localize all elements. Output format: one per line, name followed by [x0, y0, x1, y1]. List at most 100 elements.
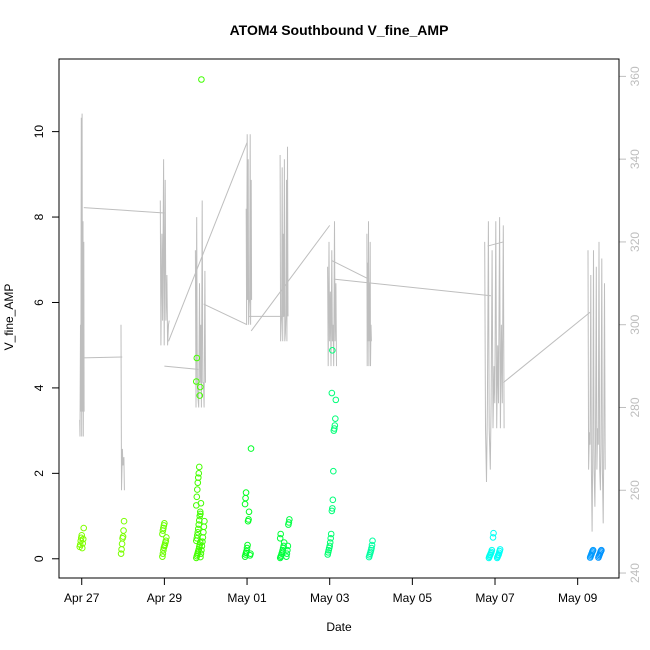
data-point [193, 531, 201, 539]
x-tick-label: May 07 [475, 591, 515, 605]
data-point [78, 544, 86, 552]
data-point [159, 530, 166, 538]
line-cluster [327, 221, 337, 367]
data-point [162, 537, 170, 545]
data-point [496, 546, 504, 553]
data-point [328, 507, 336, 515]
scatter-series [76, 76, 605, 562]
data-point [326, 539, 334, 546]
data-point [197, 510, 204, 518]
data-point [244, 541, 251, 549]
data-point [198, 542, 206, 550]
line-segment [83, 207, 165, 214]
data-point [78, 531, 86, 539]
x-tick-label: May 03 [310, 591, 350, 605]
data-point [163, 534, 170, 541]
y-tick-label: 10 [32, 125, 46, 139]
data-point [329, 496, 337, 504]
data-point [247, 550, 254, 557]
data-point [245, 516, 252, 523]
line-segment [250, 225, 331, 332]
data-point [285, 519, 293, 526]
line-cluster [245, 134, 253, 325]
data-point [283, 550, 291, 557]
data-point [328, 389, 336, 397]
data-point [198, 76, 205, 83]
y2-tick-label: 300 [628, 314, 642, 334]
x-tick-label: May 09 [558, 591, 598, 605]
data-point [195, 470, 203, 477]
x-tick-label: Apr 27 [64, 591, 100, 605]
data-point [277, 530, 284, 538]
data-point [196, 392, 204, 399]
data-point [245, 508, 253, 516]
data-point [331, 422, 339, 429]
data-point [283, 553, 290, 560]
data-point [329, 505, 336, 512]
data-point [488, 546, 496, 554]
line-cluster [79, 113, 85, 437]
y2-tick-label: 340 [628, 149, 642, 169]
x-axis-label: Date [326, 620, 352, 634]
line-cluster [194, 200, 206, 408]
data-point [195, 463, 203, 471]
data-point [199, 538, 206, 545]
data-point [197, 550, 205, 557]
line-cluster [484, 217, 505, 483]
data-point [284, 542, 292, 550]
x-tick-label: May 01 [227, 591, 267, 605]
data-point [160, 524, 167, 532]
y2-tick-label: 360 [628, 66, 642, 86]
data-point [197, 499, 205, 507]
y2-tick-label: 280 [628, 397, 642, 417]
line-segment [82, 356, 123, 359]
line-cluster [587, 241, 606, 532]
line-segment [333, 278, 491, 297]
line-segment [502, 311, 591, 384]
y-tick-label: 4 [32, 384, 46, 391]
data-point [194, 525, 202, 533]
data-point [193, 354, 201, 362]
line-cluster [159, 159, 170, 346]
line-segment [487, 241, 504, 247]
data-point [201, 517, 208, 525]
data-point [280, 542, 287, 550]
y2-tick-label: 320 [628, 232, 642, 252]
data-point [196, 508, 204, 516]
data-point [159, 550, 167, 557]
plot-box [58, 58, 620, 579]
line-segment [164, 365, 199, 370]
data-point [79, 535, 87, 543]
data-point [332, 415, 339, 422]
data-point [197, 553, 204, 561]
data-point [193, 534, 201, 542]
data-point [368, 544, 375, 552]
data-point [161, 520, 168, 527]
data-point [490, 529, 497, 537]
x-tick-label: May 05 [393, 591, 433, 605]
chart-title: ATOM4 Southbound V_fine_AMP [230, 22, 449, 38]
data-point [247, 445, 255, 452]
y-axis-label: V_fine_AMP [2, 284, 16, 351]
line-cluster [279, 146, 289, 342]
line-segment [203, 303, 248, 326]
data-point [326, 542, 334, 550]
data-point [327, 530, 335, 538]
y-tick-label: 0 [32, 555, 46, 562]
y2-tick-label: 240 [628, 563, 642, 583]
data-point [331, 425, 338, 432]
y-tick-label: 2 [32, 470, 46, 477]
data-point [280, 539, 288, 546]
line-series [79, 113, 606, 532]
data-point [120, 527, 127, 534]
data-point [80, 524, 88, 532]
line-segment [331, 260, 370, 280]
data-point [598, 546, 605, 554]
data-point [286, 516, 293, 523]
data-point [489, 534, 497, 541]
data-point [159, 553, 166, 560]
data-point [194, 474, 202, 481]
line-cluster [120, 324, 125, 491]
